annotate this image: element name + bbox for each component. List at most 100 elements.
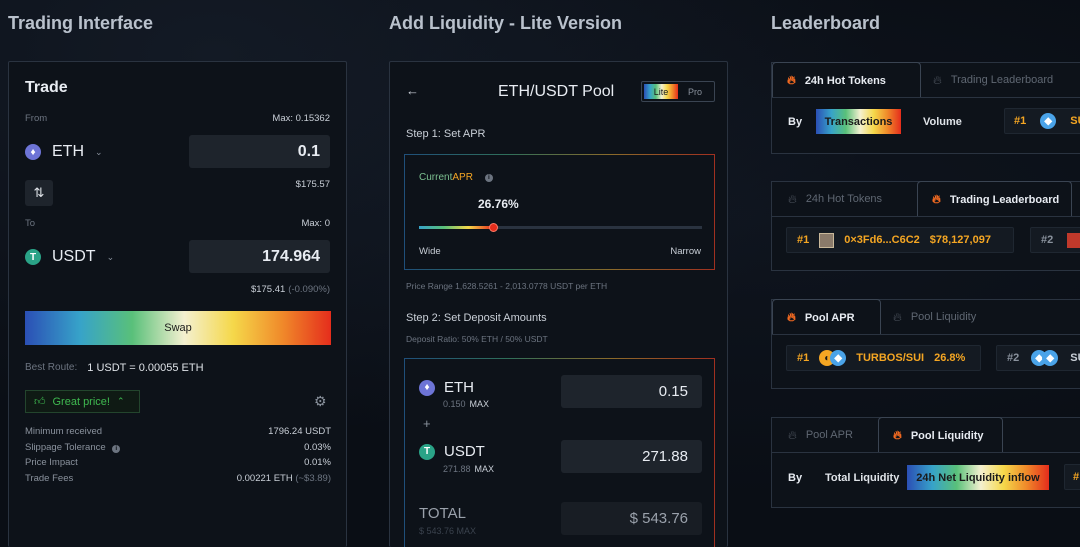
eth-deposit-input[interactable]: 0.15 xyxy=(561,375,702,408)
total-value: $ 543.76 xyxy=(561,502,702,535)
back-arrow-icon[interactable]: ← xyxy=(406,83,419,98)
trader-amount: $78,127,097 xyxy=(929,234,991,246)
to-token-label: USDT xyxy=(52,248,96,265)
rank: #1 xyxy=(1014,115,1027,127)
to-usd-change: (-0.090%) xyxy=(288,284,330,295)
apr-slider-thumb[interactable] xyxy=(489,223,498,232)
tab-pool-liquidity[interactable]: 🔥︎ Pool Liquidity xyxy=(893,300,976,334)
eth-max-amount: 0.150 xyxy=(443,399,466,409)
pool-row[interactable]: #1 ◐ ◆ TURBOS/SUI 26.8% xyxy=(786,345,981,371)
apr-card: Current APR i 26.76% Wide Narrow xyxy=(404,154,715,270)
tab-label: Pool APR xyxy=(805,429,853,441)
detail-label: Minimum received xyxy=(25,426,103,437)
tab-label: Pool APR xyxy=(804,311,855,324)
tab-trading-leaderboard[interactable]: 🔥︎ Trading Leaderboard xyxy=(933,63,1053,97)
trader-row[interactable]: #1 0×3Fd6...C6C2 $78,127,097 xyxy=(786,227,1014,253)
fire-icon: 🔥︎ xyxy=(787,310,796,324)
sui-icon: ◆ xyxy=(830,350,847,366)
apr-slider-fill xyxy=(419,226,493,229)
sui-token-icon: ◆ xyxy=(1040,113,1057,129)
pool-pair: TURBOS/SUI xyxy=(856,352,925,364)
trade-panel: Trade From Max: 0.15362 ♦ ETH ⌄ 0.1 $175… xyxy=(8,61,347,547)
avatar xyxy=(819,232,835,248)
to-usd-value: $175.41 xyxy=(250,284,286,295)
to-token-select[interactable]: T USDT ⌄ xyxy=(25,248,114,266)
pair-icons: ◐ ◆ xyxy=(819,350,847,366)
sort-volume-button[interactable]: Volume xyxy=(923,116,962,128)
tab-pool-apr[interactable]: 🔥︎ Pool APR xyxy=(772,299,881,335)
eth-max-word: MAX xyxy=(469,399,490,409)
usdt-deposit-input[interactable]: 271.88 xyxy=(561,440,702,473)
tab-label: 24h Hot Tokens xyxy=(805,193,883,205)
detail-value: 0.01% xyxy=(304,457,331,468)
pool-apr-value: 26.8% xyxy=(934,352,966,364)
detail-label: Price Impact xyxy=(25,457,78,468)
usdt-deposit-token: T USDT xyxy=(419,443,485,460)
info-icon[interactable]: i xyxy=(484,173,493,182)
pair-icons: ◆ ◆ xyxy=(1031,350,1059,366)
hot-tokens-tabs: 🔥︎ 24h Hot Tokens 🔥︎ Trading Leaderboard xyxy=(771,62,1080,98)
rank: #2 xyxy=(1041,234,1054,246)
hot-tokens-card: By Transactions Volume #1 ◆ SU xyxy=(771,97,1080,154)
trader-row[interactable]: #2 xyxy=(1030,227,1080,253)
from-token-select[interactable]: ♦ ETH ⌄ xyxy=(25,143,103,161)
detail-row: Minimum received 1796.24 USDT xyxy=(25,426,331,437)
apr-value: 26.76% xyxy=(478,197,519,211)
max-to[interactable]: Max: 0 xyxy=(301,218,330,229)
fire-icon: 🔥︎ xyxy=(893,428,902,442)
fire-icon: 🔥︎ xyxy=(933,72,942,87)
sort-total-liquidity-button[interactable]: Total Liquidity xyxy=(825,472,900,484)
current-apr-text: Current xyxy=(419,172,453,183)
rank: #1 xyxy=(797,352,810,364)
detail-value: 0.00221 ETH xyxy=(236,472,293,484)
pool-row[interactable]: #2 ◆ ◆ SU xyxy=(996,345,1080,371)
settings-gear-icon[interactable]: ⚙ xyxy=(314,393,327,409)
usdt-icon: T xyxy=(25,249,41,265)
leaderboard-title: Leaderboard xyxy=(771,13,881,33)
switch-tokens-button[interactable]: ⇅ xyxy=(25,180,53,206)
pool-title: ETH/USDT Pool xyxy=(498,83,615,100)
sort-net-inflow-button[interactable]: 24h Net Liquidity inflow xyxy=(907,465,1049,490)
info-icon[interactable]: i xyxy=(112,444,121,453)
deposit-card: ♦ ETH 0.150 MAX 0.15 + T USDT 271.88 MAX… xyxy=(404,358,715,547)
tab-trading-leaderboard[interactable]: 🔥︎ Trading Leaderboard xyxy=(917,181,1072,217)
avatar xyxy=(1067,232,1080,248)
detail-value-group: 0.00221 ETH (~$3.89) xyxy=(237,473,331,484)
swap-button[interactable]: Swap xyxy=(25,311,331,345)
from-amount-input[interactable]: 0.1 xyxy=(189,135,330,168)
deposit-ratio: Deposit Ratio: 50% ETH / 50% USDT xyxy=(406,334,548,344)
hot-token-row[interactable]: #1 ◆ SU xyxy=(1004,108,1080,134)
trade-details: Minimum received 1796.24 USDT Slippage T… xyxy=(25,426,331,488)
to-amount-input[interactable]: 174.964 xyxy=(189,240,330,273)
thumbs-up-icon: 👍︎ xyxy=(34,396,46,408)
usdt-max-row[interactable]: 271.88 MAX xyxy=(443,464,494,474)
token-name: SU xyxy=(1070,115,1080,127)
great-price-toggle[interactable]: 👍︎ Great price! ⌃ xyxy=(25,390,140,413)
eth-max-row[interactable]: 0.150 MAX xyxy=(443,399,489,409)
detail-label: Trade Fees xyxy=(25,472,74,484)
to-label: To xyxy=(25,218,36,229)
by-label: By xyxy=(788,116,803,128)
tab-24h-hot-tokens[interactable]: 🔥︎ 24h Hot Tokens xyxy=(788,182,882,216)
pool-row[interactable]: # xyxy=(1064,464,1080,490)
fire-icon: 🔥︎ xyxy=(893,309,902,324)
mode-toggle: Lite Pro xyxy=(641,81,715,102)
from-usd-value: $175.57 xyxy=(295,179,330,190)
tab-24h-hot-tokens[interactable]: 🔥︎ 24h Hot Tokens xyxy=(772,62,921,98)
tab-pool-liquidity[interactable]: 🔥︎ Pool Liquidity xyxy=(878,417,1003,453)
mode-lite-button[interactable]: Lite xyxy=(644,84,678,99)
chevron-up-icon: ⌃ xyxy=(116,396,125,406)
sort-transactions-button[interactable]: Transactions xyxy=(816,109,901,134)
eth-icon: ♦ xyxy=(419,379,435,396)
plus-icon: + xyxy=(423,416,431,431)
liquidity-panel: ← ETH/USDT Pool Lite Pro Step 1: Set APR… xyxy=(389,61,728,547)
pool-apr-card: #1 ◐ ◆ TURBOS/SUI 26.8% #2 ◆ ◆ SU xyxy=(771,334,1080,389)
apr-slider-track[interactable] xyxy=(419,223,702,232)
tab-label: Pool Liquidity xyxy=(910,429,984,442)
tab-label: Trading Leaderboard xyxy=(949,193,1060,206)
max-from[interactable]: Max: 0.15362 xyxy=(272,113,330,124)
slider-narrow-label: Narrow xyxy=(670,246,701,257)
usdt-max-word: MAX xyxy=(474,464,495,474)
tab-pool-apr[interactable]: 🔥︎ Pool APR xyxy=(788,418,853,452)
mode-pro-button[interactable]: Pro xyxy=(687,86,702,97)
